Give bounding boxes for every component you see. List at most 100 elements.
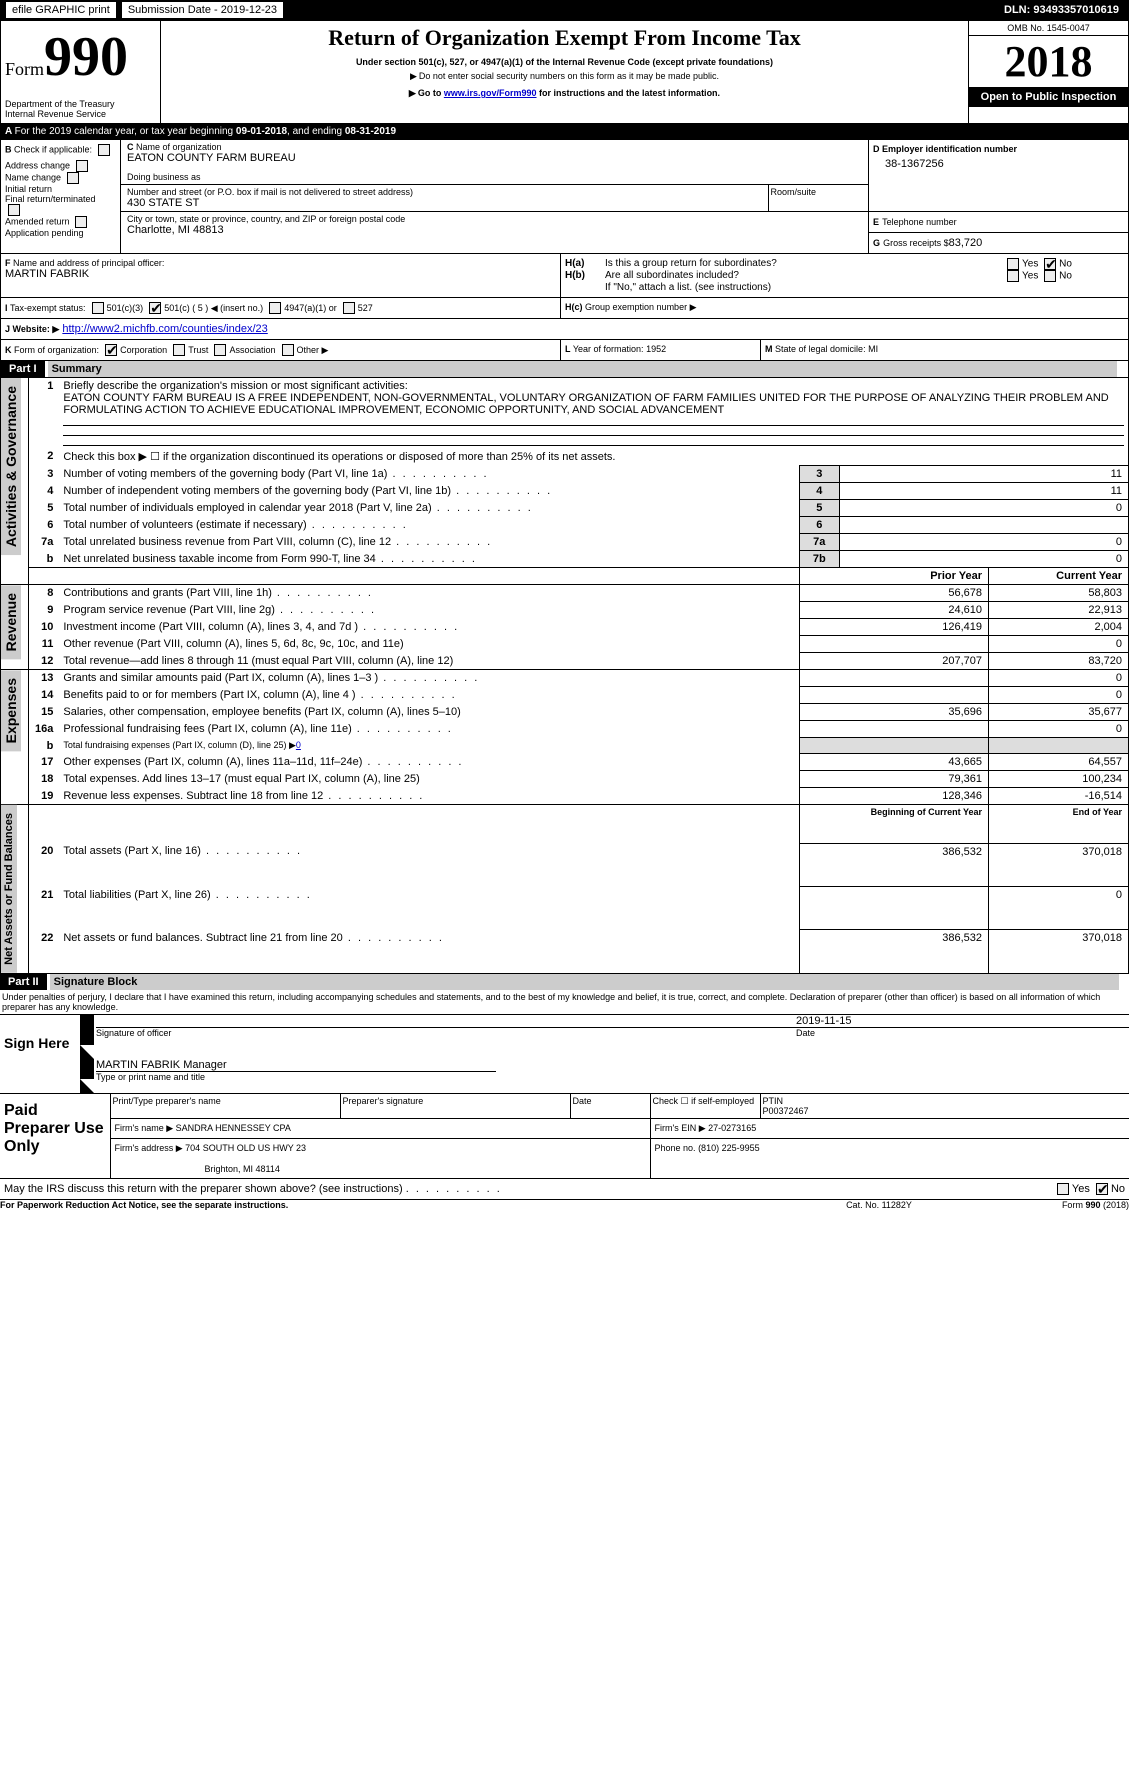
initial-return: Initial return <box>5 184 116 194</box>
irs-link[interactable]: www.irs.gov/Form990 <box>444 88 537 98</box>
ein-label: Employer identification number <box>882 144 1017 154</box>
year-formation: 1952 <box>646 344 666 354</box>
sig-date-label: Date <box>796 1028 1129 1039</box>
h-c: Group exemption number ▶ <box>585 302 696 312</box>
website-link[interactable]: http://www2.michfb.com/counties/index/23 <box>62 323 267 335</box>
part2-header-row: Part II Signature Block <box>0 974 1129 990</box>
dln: DLN: 93493357010619 <box>998 2 1125 18</box>
l2-text: Check this box ▶ ☐ if the organization d… <box>59 448 1128 466</box>
org-form-label: Form of organization: <box>14 345 99 355</box>
discuss-text: May the IRS discuss this return with the… <box>4 1183 403 1195</box>
ptin-value: P00372467 <box>763 1106 809 1116</box>
table-row: 4Number of independent voting members of… <box>1 483 1129 500</box>
city-value: Charlotte, MI 48813 <box>127 224 862 236</box>
discuss-row: May the IRS discuss this return with the… <box>0 1179 1129 1200</box>
website-label: Website: ▶ <box>13 324 60 334</box>
footer: For Paperwork Reduction Act Notice, see … <box>0 1200 1129 1210</box>
k-l-m-section: K Form of organization: Corporation Trus… <box>0 340 1129 361</box>
i-j-section: I Tax-exempt status: 501(c)(3) 501(c) ( … <box>0 298 1129 319</box>
year-formation-label: Year of formation: <box>573 344 644 354</box>
side-exp: Expenses <box>1 670 21 751</box>
sig-date: 2019-11-15 <box>796 1015 1129 1028</box>
penalty-text: Under penalties of perjury, I declare th… <box>0 990 1129 1015</box>
street-label: Number and street (or P.O. box if mail i… <box>127 187 762 197</box>
h-b-note: If "No," attach a list. (see instruction… <box>605 282 1124 293</box>
goto-note: Go to www.irs.gov/Form990 for instructio… <box>165 88 964 99</box>
side-rev: Revenue <box>1 585 21 659</box>
prep-name-label: Print/Type preparer's name <box>110 1094 340 1119</box>
officer-label: Name and address of principal officer: <box>13 258 164 268</box>
end-year-hdr: End of Year <box>989 805 1129 843</box>
submission-date: Submission Date - 2019-12-23 <box>122 2 283 18</box>
l16b: Total fundraising expenses (Part IX, col… <box>63 740 296 750</box>
domicile-label: State of legal domicile: <box>775 344 866 354</box>
paid-label: Paid Preparer Use Only <box>0 1094 110 1179</box>
org-name-label: Name of organization <box>136 142 222 152</box>
firm-addr1: 704 SOUTH OLD US HWY 23 <box>185 1143 306 1153</box>
sign-here-section: Sign Here 2019-11-15 Signature of office… <box>0 1015 1129 1094</box>
firm-phone: (810) 225-9955 <box>698 1143 760 1153</box>
prep-check: Check ☐ if self-employed <box>650 1094 760 1119</box>
part2-label: Part II <box>0 974 47 990</box>
sig-officer-label: Signature of officer <box>96 1028 796 1039</box>
j-k-section: J Website: ▶ http://www2.michfb.com/coun… <box>0 319 1129 340</box>
prior-year-hdr: Prior Year <box>799 568 988 585</box>
room-label: Room/suite <box>768 185 868 211</box>
app-pending: Application pending <box>5 228 116 238</box>
city-label: City or town, state or province, country… <box>127 214 862 224</box>
table-row: 7aTotal unrelated business revenue from … <box>1 534 1129 551</box>
part1-title: Summary <box>48 361 1117 377</box>
part1-header-row: Part I Summary <box>0 361 1129 377</box>
fundraising-link[interactable]: 0 <box>296 740 301 750</box>
gross-label: Gross receipts $ <box>883 238 949 248</box>
firm-name-label: Firm's name ▶ <box>115 1123 174 1133</box>
part1-body: Activities & Governance 1 Briefly descri… <box>0 377 1129 974</box>
prep-sig-label: Preparer's signature <box>340 1094 570 1119</box>
ssn-note: Do not enter social security numbers on … <box>165 71 964 82</box>
line-a: A For the 2019 calendar year, or tax yea… <box>0 124 1129 140</box>
entity-section: B Check if applicable: Address change Na… <box>0 140 1129 253</box>
sign-here-label: Sign Here <box>0 1015 80 1094</box>
side-ag: Activities & Governance <box>1 378 21 555</box>
dba-label: Doing business as <box>127 172 862 182</box>
tax-year: 2018 <box>969 36 1128 87</box>
sig-name-label: Type or print name and title <box>96 1072 1129 1082</box>
officer-name: MARTIN FABRIK <box>5 268 556 280</box>
side-net: Net Assets or Fund Balances <box>1 805 17 973</box>
f-h-section: F Name and address of principal officer:… <box>0 253 1129 298</box>
tax-status-label: Tax-exempt status: <box>10 303 86 313</box>
part1-label: Part I <box>1 361 45 377</box>
checkbox[interactable] <box>98 144 110 156</box>
efile-label: efile GRAPHIC print <box>6 2 116 18</box>
l1-label: Briefly describe the organization's miss… <box>63 380 407 392</box>
paid-preparer-section: Paid Preparer Use Only Print/Type prepar… <box>0 1094 1129 1179</box>
begin-year-hdr: Beginning of Current Year <box>799 805 988 843</box>
firm-ein: 27-0273165 <box>708 1123 756 1133</box>
cat-no: Cat. No. 11282Y <box>779 1200 979 1210</box>
firm-name: SANDRA HENNESSEY CPA <box>176 1123 291 1133</box>
current-year-hdr: Current Year <box>989 568 1129 585</box>
addr-change: Address change <box>5 160 116 172</box>
sig-name: MARTIN FABRIK Manager <box>96 1059 496 1072</box>
street-value: 430 STATE ST <box>127 197 762 209</box>
box-b-label: Check if applicable: <box>14 144 92 154</box>
amended-return: Amended return <box>5 216 116 228</box>
table-row: 5Total number of individuals employed in… <box>1 500 1129 517</box>
org-name: EATON COUNTY FARM BUREAU <box>127 152 862 164</box>
domicile: MI <box>868 344 878 354</box>
mission-text: EATON COUNTY FARM BUREAU IS A FREE INDEP… <box>63 392 1108 416</box>
prep-date-label: Date <box>570 1094 650 1119</box>
firm-phone-label: Phone no. <box>655 1143 696 1153</box>
irs-label: Internal Revenue Service <box>5 109 156 119</box>
name-change: Name change <box>5 172 116 184</box>
form-title: Return of Organization Exempt From Incom… <box>165 25 964 51</box>
dept-treasury: Department of the Treasury <box>5 99 156 109</box>
firm-ein-label: Firm's EIN ▶ <box>655 1123 706 1133</box>
firm-addr-label: Firm's address ▶ <box>115 1143 183 1153</box>
h-a: Is this a group return for subordinates? <box>605 258 1004 270</box>
firm-addr2: Brighton, MI 48114 <box>205 1164 280 1174</box>
gross-value: 83,720 <box>949 237 983 249</box>
ptin-label: PTIN <box>763 1096 784 1106</box>
table-row: bNet unrelated business taxable income f… <box>1 551 1129 568</box>
omb-number: OMB No. 1545-0047 <box>969 21 1128 36</box>
